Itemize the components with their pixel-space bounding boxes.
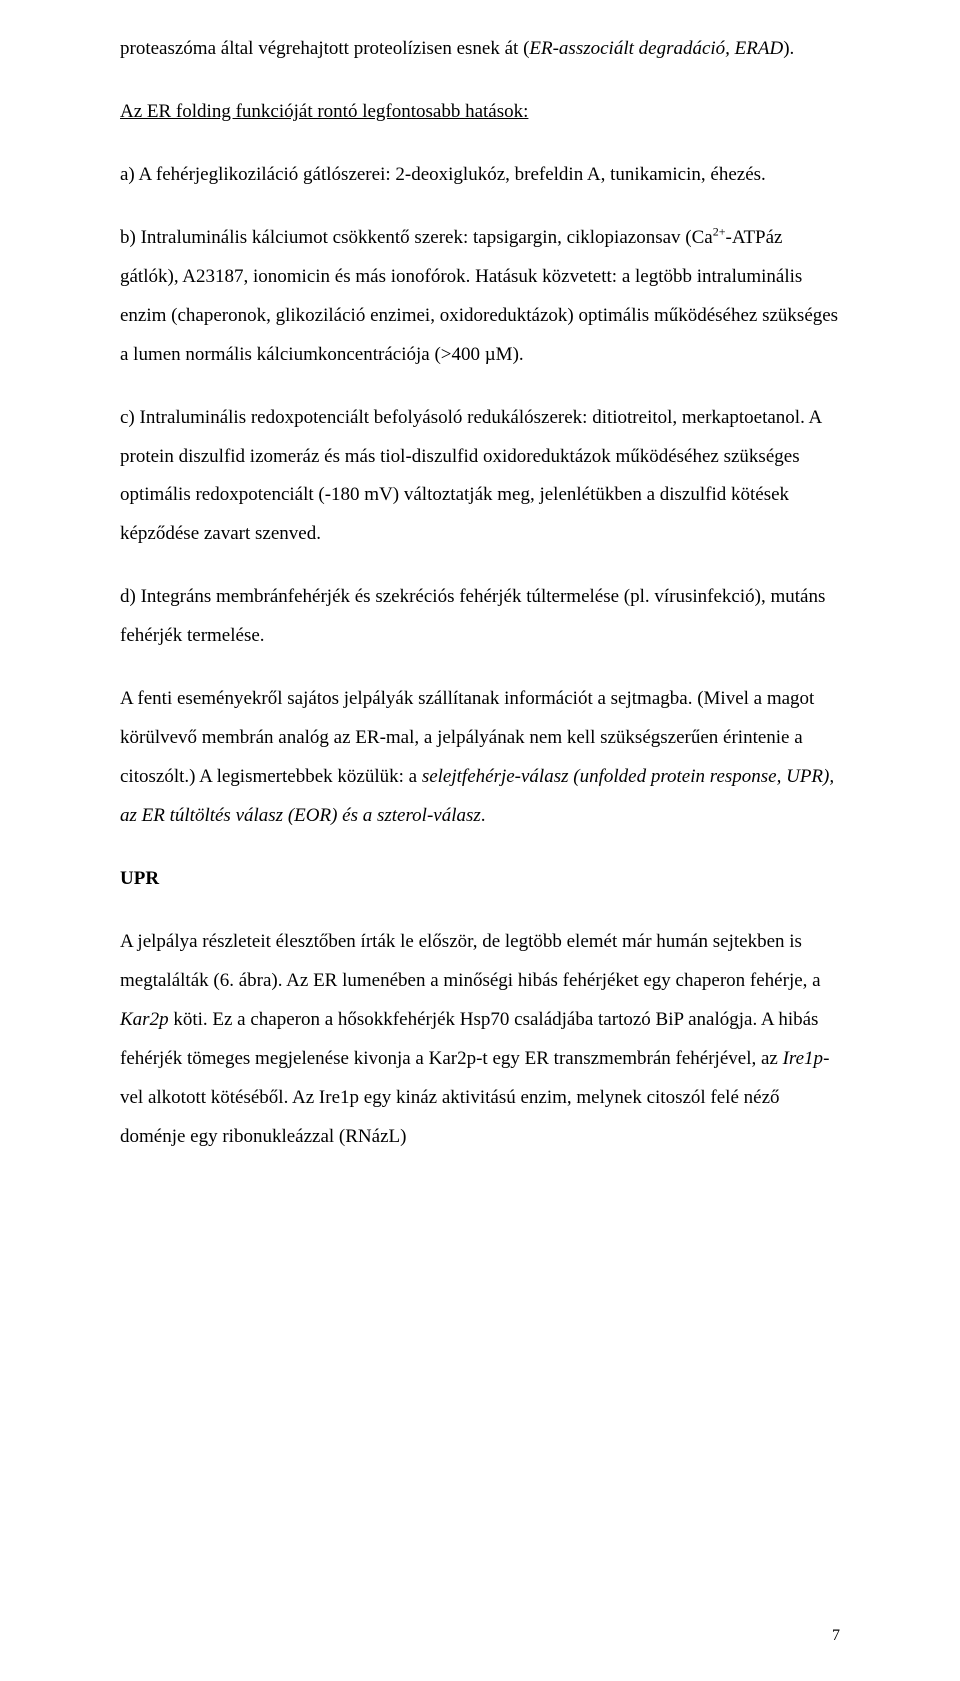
paragraph-item-d: d) Integráns membránfehérjék és szekréci… [120,578,840,656]
text-run: proteaszóma által végrehajtott proteolíz… [120,38,529,59]
text-run: . [481,805,486,826]
italic-text: Kar2p [120,1009,169,1030]
section-heading-upr: UPR [120,860,840,899]
page-number: 7 [832,1620,840,1653]
paragraph-upr-detail: A jelpálya részleteit élesztőben írták l… [120,923,840,1157]
text-run: c) Intraluminális redoxpotenciált befoly… [120,407,821,545]
text-run: A jelpálya részleteit élesztőben írták l… [120,931,821,991]
text-run: köti. Ez a chaperon a hősokkfehérjék Hsp… [120,1009,818,1069]
paragraph-item-a: a) A fehérjeglikoziláció gátlószerei: 2-… [120,156,840,195]
superscript: 2+ [713,224,726,238]
paragraph-heading-effects: Az ER folding funkcióját rontó legfontos… [120,93,840,132]
paragraph-item-b: b) Intraluminális kálciumot csökkentő sz… [120,219,840,375]
document-page: proteaszóma által végrehajtott proteolíz… [0,0,960,1681]
paragraph-erad: proteaszóma által végrehajtott proteolíz… [120,30,840,69]
paragraph-pathways: A fenti eseményekről sajátos jelpályák s… [120,680,840,836]
italic-text: Ire1p [783,1048,823,1069]
paragraph-item-c: c) Intraluminális redoxpotenciált befoly… [120,399,840,555]
text-run: d) Integráns membránfehérjék és szekréci… [120,586,825,646]
text-run: a) A fehérjeglikoziláció gátlószerei: 2-… [120,164,766,185]
text-run: ). [783,38,794,59]
text-run: b) Intraluminális kálciumot csökkentő sz… [120,227,713,248]
italic-text: ER-asszociált degradáció, ERAD [529,38,783,59]
underlined-text: Az ER folding funkcióját rontó legfontos… [120,101,528,122]
bold-heading: UPR [120,868,159,889]
